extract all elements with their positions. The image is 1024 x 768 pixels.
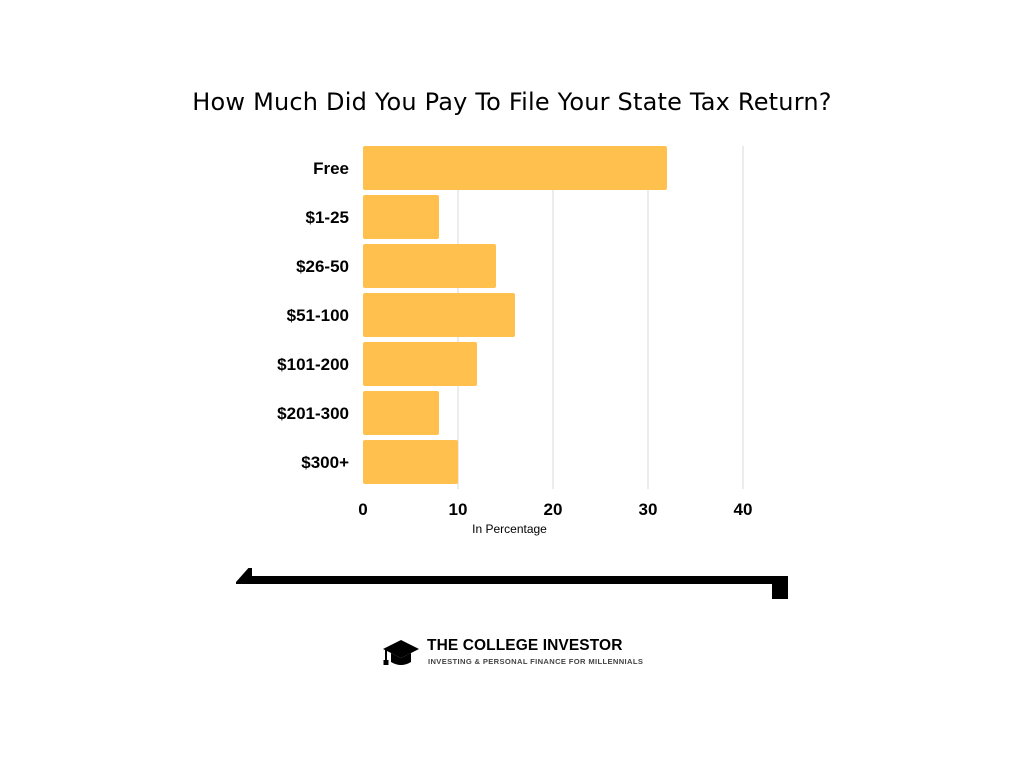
category-label: $1-25 — [306, 208, 349, 227]
category-label: $101-200 — [277, 355, 349, 374]
double-arrow-graphic — [236, 568, 788, 599]
bar — [363, 391, 439, 435]
bar — [363, 293, 515, 337]
category-label: $26-50 — [296, 257, 349, 276]
x-tick-labels: 0 10 20 30 40 — [358, 500, 752, 519]
category-label: Free — [313, 159, 349, 178]
bar — [363, 342, 477, 386]
bar-chart: Free $1-25 $26-50 $51-100 $101-200 $201-300 $3… — [277, 146, 752, 536]
chart-title: How Much Did You Pay To File Your State … — [192, 88, 832, 116]
bar — [363, 195, 439, 239]
brand-name: THE COLLEGE INVESTOR — [427, 637, 623, 654]
category-label: $51-100 — [287, 306, 349, 325]
x-axis-label: In Percentage — [472, 522, 547, 536]
bar — [363, 146, 667, 190]
x-tick-label: 30 — [639, 500, 658, 519]
graduation-cap-icon — [383, 640, 419, 665]
x-tick-label: 10 — [449, 500, 468, 519]
bar — [363, 244, 496, 288]
category-label: $300+ — [301, 453, 349, 472]
x-tick-label: 0 — [358, 500, 367, 519]
grid-lines — [457, 146, 744, 489]
bar — [363, 440, 458, 484]
brand-tagline: INVESTING & PERSONAL FINANCE FOR MILLENN… — [428, 657, 644, 666]
x-tick-label: 40 — [734, 500, 753, 519]
bars — [363, 146, 667, 484]
brand-logo: THE COLLEGE INVESTOR INVESTING & PERSONA… — [382, 636, 652, 670]
x-tick-label: 20 — [544, 500, 563, 519]
double-arrow-icon — [236, 568, 788, 599]
category-labels: Free $1-25 $26-50 $51-100 $101-200 $201-300 $3… — [277, 159, 349, 472]
category-label: $201-300 — [277, 404, 349, 423]
